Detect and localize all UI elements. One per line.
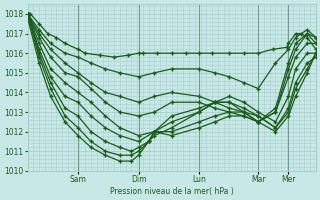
X-axis label: Pression niveau de la mer( hPa ): Pression niveau de la mer( hPa ) — [110, 187, 234, 196]
